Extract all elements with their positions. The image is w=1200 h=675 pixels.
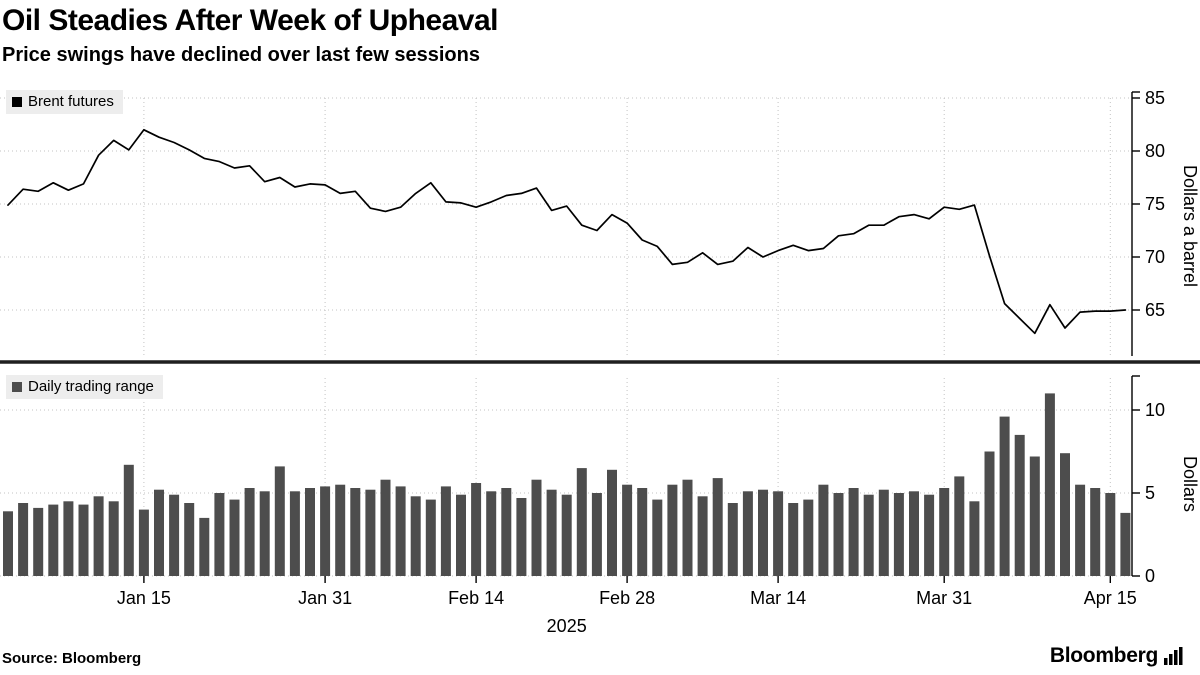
ytick-label: 0 (1145, 566, 1155, 586)
bloomberg-logo: Bloomberg (1050, 644, 1184, 668)
legend-daily-trading-range: Daily trading range (6, 375, 163, 399)
bloomberg-chart-icon (1164, 647, 1183, 665)
ytick-label: 80 (1145, 141, 1165, 161)
daily-range-bars (3, 393, 1131, 576)
range-legend-swatch (12, 382, 22, 392)
xtick-label: Jan 31 (298, 588, 352, 608)
ytick-label: 65 (1145, 300, 1165, 320)
xtick-label: Jan 15 (117, 588, 171, 608)
top-axis-title: Dollars a barrel (1180, 165, 1200, 287)
ytick-label: 75 (1145, 194, 1165, 214)
oil-price-chart: 65 70 75 80 85 0 5 10 Dollars a barrel Dollars Jan… (0, 88, 1200, 636)
brent-legend-label: Brent futures (28, 93, 114, 110)
ytick-label: 85 (1145, 88, 1165, 108)
range-legend-label: Daily trading range (28, 378, 154, 395)
xtick-label: Feb 14 (448, 588, 504, 608)
xtick-label: Mar 14 (750, 588, 806, 608)
page-title: Oil Steadies After Week of Upheaval (2, 4, 499, 37)
ytick-label: 10 (1145, 400, 1165, 420)
brent-futures-line (7, 128, 1127, 335)
y-axis: 65 70 75 80 85 0 5 10 (143, 88, 1165, 586)
page-subtitle: Price swings have declined over last few… (2, 44, 480, 66)
legend-brent-futures: Brent futures (6, 90, 123, 114)
ytick-label: 70 (1145, 247, 1165, 267)
bloomberg-wordmark: Bloomberg (1049, 644, 1158, 667)
brent-legend-swatch (12, 97, 22, 107)
year-label: 2025 (547, 616, 587, 636)
xtick-label: Mar 31 (916, 588, 972, 608)
xtick-label: Feb 28 (599, 588, 655, 608)
bottom-axis-title: Dollars (1180, 456, 1200, 512)
source-label: Source: Bloomberg (2, 650, 142, 667)
ytick-label: 5 (1145, 483, 1155, 503)
xtick-label: Apr 15 (1084, 588, 1137, 608)
